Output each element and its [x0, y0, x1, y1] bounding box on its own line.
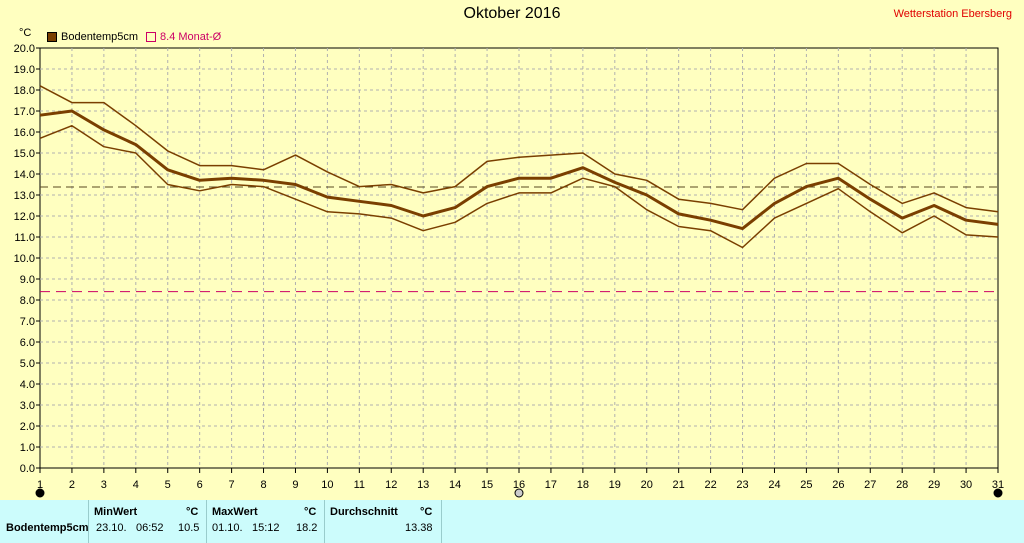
y-tick-label: 19.0 [14, 64, 35, 76]
y-tick-label: 9.0 [20, 274, 35, 286]
legend-swatch-soil-temp [47, 32, 57, 42]
stats-divider [441, 500, 442, 543]
x-tick-label: 9 [292, 479, 298, 491]
y-tick-label: 3.0 [20, 400, 35, 412]
x-tick-label: 7 [229, 479, 235, 491]
x-tick-label: 3 [101, 479, 107, 491]
y-tick-label: 11.0 [14, 232, 35, 244]
y-tick-label: 4.0 [20, 379, 35, 391]
y-axis-unit: °C [19, 27, 32, 39]
min-unit-header: °C [186, 506, 199, 518]
y-tick-label: 10.0 [14, 253, 35, 265]
x-tick-label: 16 [513, 479, 525, 491]
x-tick-label: 13 [417, 479, 429, 491]
y-tick-label: 12.0 [14, 211, 35, 223]
x-tick-label: 18 [577, 479, 589, 491]
max-unit-header: °C [304, 506, 317, 518]
x-tick-label: 20 [641, 479, 653, 491]
y-tick-label: 18.0 [14, 85, 35, 97]
series-line-soil-temp [39, 109, 999, 231]
y-tick-label: 7.0 [20, 316, 35, 328]
legend-label-soil-temp: Bodentemp5cm [61, 31, 139, 43]
y-tick-label: 13.0 [14, 190, 35, 202]
y-tick-label: 16.0 [14, 127, 35, 139]
x-tick-label: 30 [960, 479, 972, 491]
min-time: 06:52 [136, 522, 164, 534]
min-header: MinWert [94, 506, 138, 518]
x-tick-label: 8 [260, 479, 266, 491]
stats-row-label: Bodentemp5cm [6, 522, 89, 534]
avg-value: 13.38 [405, 522, 433, 534]
stats-divider [324, 500, 325, 543]
x-tick-label: 15 [481, 479, 493, 491]
x-tick-label: 28 [896, 479, 908, 491]
series-line-max [39, 85, 999, 213]
marker-mid [514, 488, 524, 498]
x-tick-label: 21 [673, 479, 685, 491]
legend-label-month-avg: 8.4 Monat-Ø [160, 31, 222, 43]
x-tick-label: 19 [609, 479, 621, 491]
marker-start [35, 488, 45, 498]
x-tick-label: 1 [37, 479, 43, 491]
y-tick-label: 1.0 [20, 442, 35, 454]
chart-area: 0.01.02.03.04.05.06.07.08.09.010.011.012… [14, 43, 1004, 498]
x-tick-label: 27 [864, 479, 876, 491]
max-header: MaxWert [212, 506, 258, 518]
x-tick-label: 14 [449, 479, 461, 491]
y-tick-label: 6.0 [20, 337, 35, 349]
x-tick-label: 12 [385, 479, 397, 491]
chart-legend: Bodentemp5cm 8.4 Monat-Ø [47, 31, 229, 43]
max-date: 01.10. [212, 522, 243, 534]
min-date: 23.10. [96, 522, 127, 534]
y-tick-label: 5.0 [20, 358, 35, 370]
y-tick-label: 17.0 [14, 106, 35, 118]
y-tick-label: 15.0 [14, 148, 35, 160]
x-tick-label: 4 [133, 479, 139, 491]
chart-title: Oktober 2016 [463, 5, 561, 22]
y-tick-label: 14.0 [14, 169, 35, 181]
x-tick-label: 6 [197, 479, 203, 491]
x-tick-label: 26 [832, 479, 844, 491]
marker-end [993, 488, 1003, 498]
series-line-min [39, 124, 999, 249]
y-tick-label: 2.0 [20, 421, 35, 433]
x-tick-label: 25 [800, 479, 812, 491]
x-tick-label: 23 [736, 479, 748, 491]
x-tick-label: 10 [321, 479, 333, 491]
x-tick-label: 29 [928, 479, 940, 491]
stats-panel: MinWert °C MaxWert °C Durchschnitt °C Bo… [0, 500, 1024, 543]
x-tick-label: 31 [992, 479, 1004, 491]
max-value: 18.2 [296, 522, 318, 534]
min-value: 10.5 [178, 522, 200, 534]
stats-divider [206, 500, 207, 543]
stats-divider [88, 500, 89, 543]
legend-swatch-month-avg [146, 32, 157, 42]
station-name: Wetterstation Ebersberg [893, 8, 1012, 20]
y-tick-label: 20.0 [14, 43, 35, 55]
x-tick-label: 2 [69, 479, 75, 491]
y-tick-label: 8.0 [20, 295, 35, 307]
avg-unit-header: °C [420, 506, 433, 518]
x-tick-label: 22 [704, 479, 716, 491]
x-tick-label: 5 [165, 479, 171, 491]
x-tick-label: 17 [545, 479, 557, 491]
y-tick-label: 0.0 [20, 463, 35, 475]
avg-header: Durchschnitt [330, 506, 398, 518]
max-time: 15:12 [252, 522, 280, 534]
x-tick-label: 11 [354, 479, 365, 491]
x-tick-label: 24 [768, 479, 780, 491]
